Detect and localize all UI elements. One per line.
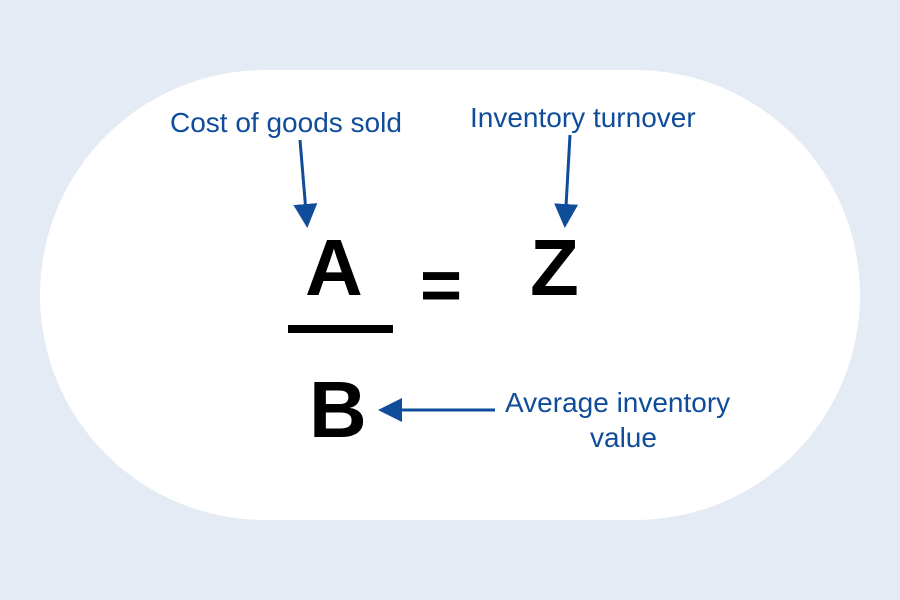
arrow-avg-inventory	[0, 0, 900, 600]
